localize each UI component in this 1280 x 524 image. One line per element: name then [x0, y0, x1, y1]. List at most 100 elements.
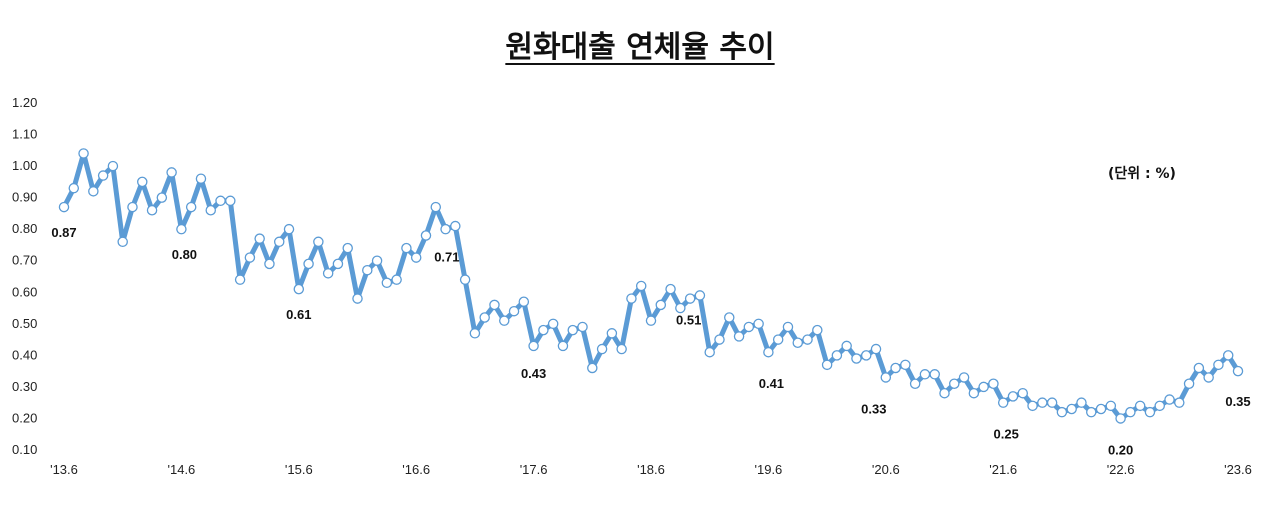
data-point — [763, 346, 774, 358]
data-label: 0.43 — [521, 366, 546, 381]
y-tick-label: 0.70 — [12, 253, 37, 268]
data-point — [1203, 372, 1214, 383]
data-point — [949, 378, 960, 390]
data-point — [655, 299, 667, 311]
data-point — [704, 346, 715, 358]
y-tick-label: 0.30 — [12, 379, 37, 394]
data-point — [322, 268, 334, 279]
series-line — [61, 151, 1241, 421]
data-point — [410, 252, 422, 263]
data-point — [479, 312, 490, 323]
data-point — [176, 223, 187, 235]
data-point — [352, 293, 363, 304]
data-point — [273, 236, 285, 248]
data-label: 0.87 — [51, 225, 76, 240]
data-point — [498, 315, 510, 326]
data-point — [812, 324, 823, 336]
data-point — [988, 378, 999, 390]
data-point — [137, 176, 148, 188]
x-tick-label: '13.6 — [50, 462, 78, 477]
x-tick-label: '20.6 — [872, 462, 900, 477]
x-tick-label: '15.6 — [285, 462, 313, 477]
data-point — [430, 201, 442, 213]
data-point — [665, 283, 676, 295]
data-point — [1144, 406, 1156, 418]
x-tick-label: '19.6 — [755, 462, 783, 477]
data-point — [518, 296, 530, 307]
data-point — [293, 283, 305, 295]
data-point — [900, 359, 911, 371]
y-tick-label: 1.00 — [12, 158, 37, 173]
data-point — [939, 387, 950, 399]
data-point — [919, 369, 931, 380]
data-point — [1027, 400, 1038, 412]
data-point — [303, 258, 314, 270]
data-point — [675, 302, 686, 314]
data-point — [978, 381, 989, 393]
y-tick-label: 0.90 — [12, 190, 37, 205]
data-point — [743, 321, 755, 333]
data-point — [606, 328, 618, 339]
data-label: 0.61 — [286, 307, 311, 322]
x-tick-label: '17.6 — [520, 462, 548, 477]
data-point — [1213, 359, 1224, 371]
x-tick-label: '14.6 — [168, 462, 196, 477]
data-point — [802, 334, 813, 345]
data-point — [440, 223, 451, 235]
chart-title: 원화대출 연체율 추이 — [0, 22, 1280, 66]
data-point — [1105, 400, 1117, 412]
data-point — [968, 387, 980, 399]
data-point — [851, 353, 862, 364]
data-point — [313, 236, 324, 248]
data-point — [1154, 400, 1165, 412]
data-point — [107, 160, 119, 172]
y-tick-label: 0.20 — [12, 410, 37, 425]
y-tick-label: 0.50 — [12, 316, 37, 331]
data-point — [332, 258, 344, 270]
x-tick-label: '21.6 — [989, 462, 1017, 477]
data-point — [890, 362, 901, 374]
data-point — [362, 264, 373, 276]
y-axis: 0.10 0.20 0.30 0.40 0.50 0.60 0.70 0.80 0.90 1.00… — [12, 95, 37, 457]
data-point — [58, 201, 70, 213]
data-point — [371, 255, 383, 266]
data-label: 0.35 — [1225, 394, 1250, 409]
data-point — [244, 252, 256, 263]
data-point — [645, 315, 657, 326]
data-point — [635, 280, 647, 292]
data-point — [528, 340, 539, 352]
data-point — [577, 321, 588, 333]
x-tick-label: '16.6 — [402, 462, 430, 477]
data-point — [117, 236, 128, 248]
data-point — [1232, 365, 1244, 377]
chart-title-text: 원화대출 연체율 추이 — [505, 30, 775, 65]
data-point — [1076, 397, 1087, 408]
data-point — [626, 293, 637, 304]
data-point — [1095, 403, 1107, 415]
data-point — [997, 397, 1009, 408]
data-label: 0.33 — [861, 401, 886, 416]
data-point — [782, 321, 794, 333]
data-point — [205, 205, 216, 216]
data-point — [831, 350, 843, 361]
data-point — [234, 274, 246, 285]
unit-note: (단위 : %) — [1108, 166, 1176, 182]
data-label: 0.71 — [434, 250, 459, 265]
data-point — [557, 340, 569, 352]
data-point — [694, 290, 706, 301]
data-point — [909, 378, 921, 390]
data-point — [567, 324, 578, 336]
data-point — [420, 230, 432, 241]
data-point — [1174, 397, 1185, 408]
data-point — [870, 343, 882, 355]
data-point — [538, 324, 549, 336]
data-point — [1193, 362, 1205, 374]
plot-area — [58, 148, 1244, 424]
data-point — [684, 293, 696, 304]
data-point — [459, 274, 471, 285]
data-point — [1066, 403, 1077, 415]
y-tick-label: 0.40 — [12, 347, 37, 362]
data-point — [1007, 391, 1019, 402]
data-point — [283, 223, 295, 235]
